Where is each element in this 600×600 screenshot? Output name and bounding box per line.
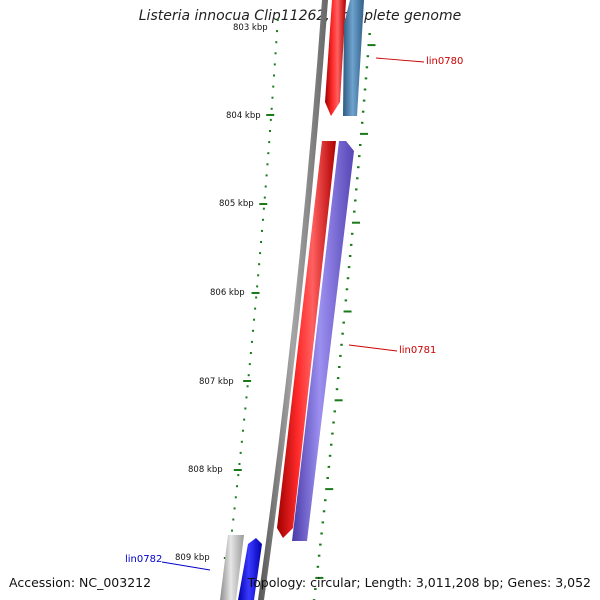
gene-lin0782[interactable] [238, 538, 262, 600]
gene-lin0782-gray[interactable] [220, 535, 244, 600]
gene-lin0780[interactable] [343, 0, 364, 116]
ruler-label-806: 806 kbp [210, 288, 245, 298]
ruler-ticks [223, 19, 376, 600]
accession-text: Accession: NC_003212 [9, 575, 152, 590]
ruler-label-807: 807 kbp [199, 377, 234, 387]
gene-label-lin0781[interactable]: lin0781 [399, 345, 436, 356]
map-title: Listeria innocua Clip11262, complete gen… [138, 8, 462, 24]
ruler-label-top: 803 kbp [233, 23, 268, 33]
ruler-label-805: 805 kbp [219, 199, 254, 209]
gene-label-lin0780[interactable]: lin0780 [426, 56, 463, 67]
gene-lin0780-forward[interactable] [325, 0, 346, 116]
ruler-label-809: 809 kbp [175, 553, 210, 563]
gene-label-lin0782[interactable]: lin0782 [125, 554, 162, 565]
genome-backbone [258, 0, 328, 600]
gene-lin0781-forward[interactable] [277, 141, 336, 538]
ruler-label-804: 804 kbp [226, 111, 261, 121]
genome-summary-text: Topology: circular; Length: 3,011,208 bp… [247, 575, 591, 590]
gene-lin0781[interactable] [292, 141, 354, 541]
ruler-label-808: 808 kbp [188, 465, 223, 475]
lin0781-leader [348, 344, 398, 352]
lin0780-leader [375, 57, 425, 63]
lin0782-leader [161, 561, 211, 571]
